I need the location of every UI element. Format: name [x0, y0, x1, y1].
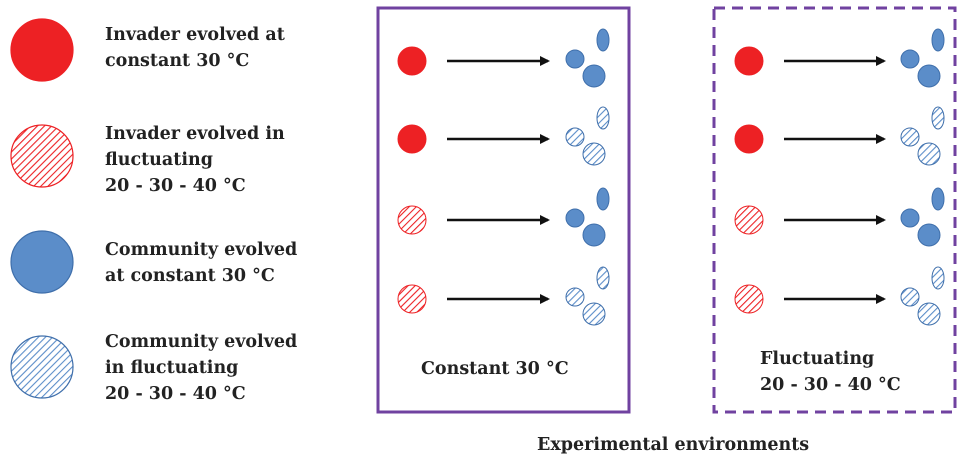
community-cell	[900, 49, 920, 69]
community-cell	[917, 64, 941, 88]
panel-label-fluctuating: Fluctuating 20 - 30 - 40 °C	[760, 349, 901, 395]
legend-swatch-invader-hatched	[10, 124, 74, 188]
legend-label-community-constant: Community evolved at constant 30 °C	[105, 240, 298, 286]
community-cell	[565, 49, 585, 69]
community-cell	[596, 266, 610, 290]
community-cell	[917, 302, 941, 326]
invader-solid-circle	[397, 124, 427, 154]
community-cell	[917, 142, 941, 166]
legend-label-invader-fluctuating: Invader evolved in fluctuating 20 - 30 - 4…	[105, 124, 285, 196]
legend	[10, 18, 74, 399]
legend-label-invader-constant: Invader evolved at constant 30 °C	[105, 25, 285, 71]
community-cell	[582, 223, 606, 247]
community-cell	[931, 266, 945, 290]
panel-box-fluctuating	[712, 6, 957, 414]
invader-hatched-circle	[734, 205, 764, 235]
community-cell	[917, 223, 941, 247]
community-solid-cluster	[900, 28, 945, 88]
community-cell	[565, 287, 585, 307]
legend-swatch-community-hatched	[10, 335, 74, 399]
legend-label-community-fluctuating: Community evolved in fluctuating 20 - 30 -…	[105, 332, 298, 404]
community-cell	[596, 106, 610, 130]
community-cell	[582, 302, 606, 326]
community-cell	[565, 208, 585, 228]
invader-solid-circle	[734, 46, 764, 76]
community-hatched-cluster	[900, 266, 945, 326]
community-cell	[596, 28, 610, 52]
community-hatched-cluster	[565, 266, 610, 326]
community-cell	[582, 64, 606, 88]
community-hatched-cluster	[565, 106, 610, 166]
invader-hatched-circle	[734, 284, 764, 314]
legend-swatch-community-solid	[10, 230, 74, 294]
panel-label-constant: Constant 30 °C	[421, 359, 569, 379]
community-cell	[931, 28, 945, 52]
community-solid-cluster	[565, 187, 610, 247]
invader-hatched-circle	[397, 205, 427, 235]
community-cell	[931, 187, 945, 211]
community-cell	[900, 127, 920, 147]
panel-box-constant	[376, 6, 631, 414]
community-cell	[900, 208, 920, 228]
footer-label: Experimental environments	[537, 435, 810, 455]
legend-swatch-invader-solid	[10, 18, 74, 82]
community-cell	[582, 142, 606, 166]
invader-solid-circle	[397, 46, 427, 76]
invader-solid-circle	[734, 124, 764, 154]
community-cell	[931, 106, 945, 130]
community-cell	[900, 287, 920, 307]
invader-hatched-circle	[397, 284, 427, 314]
community-solid-cluster	[900, 187, 945, 247]
community-hatched-cluster	[900, 106, 945, 166]
panels	[376, 6, 957, 414]
community-cell	[565, 127, 585, 147]
community-cell	[596, 187, 610, 211]
community-solid-cluster	[565, 28, 610, 88]
